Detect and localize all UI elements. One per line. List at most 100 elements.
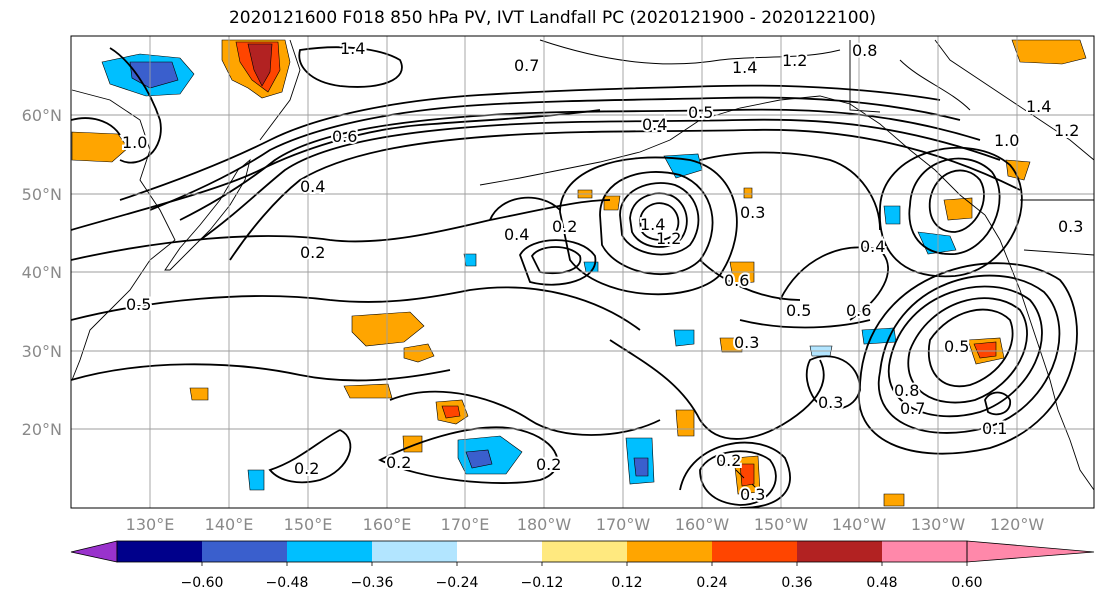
map-title: 2020121600 F018 850 hPa PV, IVT Landfall…: [228, 8, 876, 28]
contour-line: [71, 363, 451, 382]
contour-label: 0.7: [514, 56, 539, 75]
colorbar-tick-label: −0.36: [351, 575, 394, 591]
colorbar-swatch: [882, 541, 967, 562]
contour-line: [519, 239, 597, 286]
contour-line: [908, 157, 1001, 255]
contour-label: 0.6: [724, 271, 749, 290]
hawaii-islands: [719, 459, 759, 491]
contour-label: 1.4: [340, 39, 365, 58]
pv-negative-region: [247, 469, 265, 491]
contour-line: [599, 171, 714, 276]
contour-label: 0.2: [552, 217, 577, 236]
colorbar-tick-label: −0.12: [521, 575, 564, 591]
lon-label: 180°W: [517, 515, 572, 534]
contour-label: 1.4: [732, 58, 757, 77]
contour-label: 1.2: [782, 51, 807, 70]
contour-label: 0.8: [894, 381, 919, 400]
colorbar-swatch: [202, 541, 287, 562]
lon-label: 150°E: [284, 515, 333, 534]
contour-line: [489, 196, 561, 221]
contour-label: 1.0: [994, 131, 1019, 150]
pv-positive-region: [403, 343, 435, 363]
contour-label: 0.3: [740, 203, 765, 222]
contour-label: 0.4: [300, 177, 325, 196]
lon-label: 140°E: [205, 515, 254, 534]
colorbar-tick-label: −0.24: [436, 575, 479, 591]
contour-line: [928, 169, 985, 233]
lat-label: 20°N: [22, 420, 62, 439]
pv-negative-region: [673, 329, 695, 347]
contour-line: [71, 199, 611, 261]
state-border: [849, 40, 881, 113]
contour-label: 0.6: [846, 301, 871, 320]
colorbar-extend-min: [70, 540, 118, 563]
pv-positive-region: [943, 197, 973, 221]
contour-line: [858, 262, 1078, 455]
contour-label: 1.0: [122, 133, 147, 152]
contour-label: 0.6: [332, 127, 357, 146]
contour-label: 0.2: [386, 453, 411, 472]
lon-label: 170°E: [441, 515, 490, 534]
lon-label: 150°W: [754, 515, 809, 534]
pv-positive-region: [189, 387, 209, 401]
pv-negative-core: [465, 449, 493, 469]
contour-label: 0.2: [300, 243, 325, 262]
lon-label: 160°W: [675, 515, 730, 534]
pv-positive-region: [71, 131, 129, 163]
colorbar-swatch: [117, 541, 202, 562]
contour-line: [739, 319, 871, 329]
pv-positive-region: [343, 383, 393, 399]
contour-line: [377, 426, 559, 484]
colorbar-swatch: [627, 541, 712, 562]
contour-line: [530, 246, 582, 275]
contour-line: [927, 308, 1014, 388]
contour-label: 0.4: [504, 225, 529, 244]
contour-label: 1.2: [1054, 121, 1079, 140]
contour-label: 0.1: [982, 419, 1007, 438]
colorbar-swatch: [712, 541, 797, 562]
contour-line: [887, 285, 1043, 418]
pv-positive-region: [1005, 159, 1031, 181]
colorbar-tick-label: 0.24: [696, 575, 727, 591]
contour-label: 0.3: [740, 485, 765, 504]
contour-label: 0.5: [688, 103, 713, 122]
colorbar-tick-label: 0.36: [781, 575, 812, 591]
aleutian-chain: [479, 139, 671, 186]
plot-frame: [70, 35, 1095, 509]
pv-negative-region: [463, 253, 477, 267]
pv-positive-region: [603, 195, 621, 211]
lat-label: 40°N: [22, 263, 62, 282]
contour-label: 0.3: [1058, 217, 1083, 236]
colorbar-swatch: [287, 541, 372, 562]
kamchatka-coastline: [259, 39, 301, 141]
contour-line: [229, 128, 1021, 261]
pv-positive-core: [247, 43, 273, 87]
contour-line: [609, 339, 825, 440]
contour-label: 0.4: [642, 115, 667, 134]
colorbar-tick-label: 0.12: [611, 575, 642, 591]
contour-line: [679, 441, 791, 508]
contour-line: [109, 47, 162, 164]
contour-line: [984, 391, 1011, 416]
contour-label: 0.2: [294, 459, 319, 478]
colorbar-swatch: [372, 541, 457, 562]
contour-label: 0.3: [734, 333, 759, 352]
contour-line: [699, 151, 881, 231]
contour-line: [298, 46, 403, 88]
contour-line: [699, 259, 801, 301]
contour-label: 0.3: [818, 393, 843, 412]
colorbar-tick-label: 0.48: [866, 575, 897, 591]
ivt-contours: [71, 46, 1078, 508]
lat-label: 60°N: [22, 106, 62, 125]
contour-line: [559, 156, 738, 296]
contour-line: [389, 390, 661, 436]
colorbar-swatch: [797, 541, 882, 562]
latitude-axis: 60°N 50°N 40°N 30°N 20°N: [22, 106, 62, 439]
contour-line: [199, 118, 1001, 241]
pv-positive-core: [739, 463, 755, 487]
pv-positive-region: [351, 311, 425, 347]
contour-line: [119, 84, 941, 201]
contour-label: 1.4: [1026, 97, 1051, 116]
pv-positive-region: [675, 409, 695, 437]
state-border: [1023, 249, 1094, 256]
